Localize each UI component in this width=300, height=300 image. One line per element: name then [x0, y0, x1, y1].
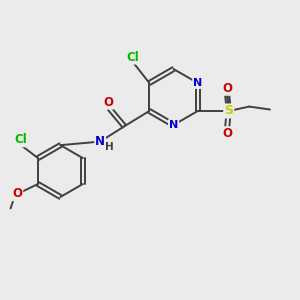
Text: N: N	[95, 135, 105, 148]
Text: S: S	[224, 104, 233, 118]
Text: O: O	[222, 127, 232, 140]
Text: O: O	[103, 96, 113, 109]
Text: Cl: Cl	[14, 133, 27, 146]
Text: N: N	[193, 78, 203, 88]
Text: O: O	[12, 187, 22, 200]
Text: H: H	[105, 142, 113, 152]
Text: O: O	[222, 82, 232, 95]
Text: N: N	[169, 120, 178, 130]
Text: Cl: Cl	[127, 51, 140, 64]
